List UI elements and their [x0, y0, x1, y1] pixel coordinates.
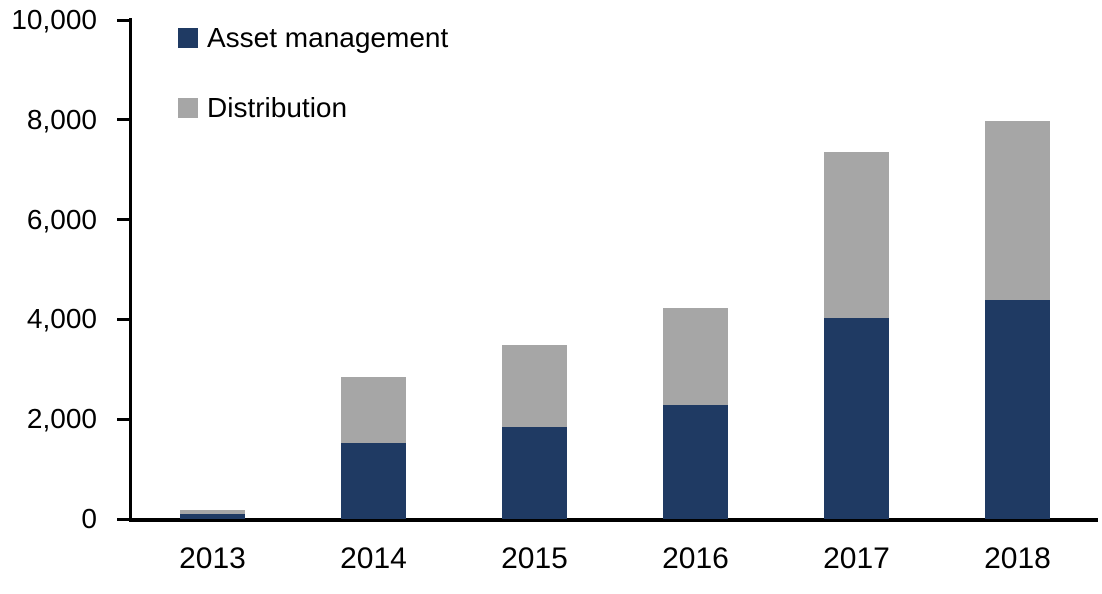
y-axis-tick [117, 417, 129, 421]
y-axis-line [129, 18, 132, 522]
bar-slot-2017 [776, 20, 937, 519]
bar-slot-2016 [615, 20, 776, 519]
y-axis-tick-label: 6,000 [26, 203, 97, 235]
bar-segment-asset-management [663, 404, 728, 519]
plot-area [132, 20, 1098, 519]
stacked-bar-2016 [663, 308, 728, 519]
bar-segment-distribution [824, 151, 889, 318]
chart-legend: Asset management Distribution [178, 23, 448, 123]
x-axis-label-2016: 2016 [662, 542, 729, 575]
legend-label: Distribution [207, 92, 348, 123]
legend-label: Asset management [207, 22, 449, 53]
bar-segment-distribution [663, 308, 728, 405]
stacked-bar-2018 [985, 120, 1050, 519]
bar-segment-asset-management [985, 299, 1050, 519]
y-axis-tick-label: 0 [81, 503, 97, 534]
bar-segment-asset-management [502, 426, 567, 519]
stacked-bar-2017 [824, 151, 889, 519]
y-axis-tick [117, 18, 129, 22]
legend-swatch-icon [178, 98, 198, 118]
bar-slot-2015 [454, 20, 615, 519]
stacked-bar-2013 [180, 509, 245, 519]
bar-segment-asset-management [341, 442, 406, 519]
bar-slot-2013 [132, 20, 293, 519]
x-axis-labels: 2013 2014 2015 2016 2017 2018 [132, 542, 1098, 576]
bar-slot-2018 [937, 20, 1098, 519]
bar-segment-distribution [341, 376, 406, 443]
x-axis-label-2014: 2014 [340, 542, 407, 575]
bar-segment-asset-management [824, 317, 889, 519]
bar-slot-2014 [293, 20, 454, 519]
x-axis-label-2018: 2018 [984, 542, 1051, 575]
stacked-bar-2014 [341, 376, 406, 519]
bar-segment-distribution [180, 509, 245, 514]
y-axis-tick-label: 2,000 [26, 403, 97, 435]
y-axis-tick [117, 118, 129, 122]
legend-item-distribution: Distribution [178, 93, 448, 123]
bar-segment-distribution [502, 344, 567, 427]
x-axis-label-2017: 2017 [823, 542, 890, 575]
bar-segment-distribution [985, 120, 1050, 300]
legend-item-asset-management: Asset management [178, 23, 448, 53]
y-axis-tick [117, 218, 129, 222]
y-axis-tick-label: 10,000 [11, 4, 97, 35]
x-axis-label-2013: 2013 [179, 542, 246, 575]
y-axis-tick-label: 8,000 [26, 103, 97, 135]
y-axis-tick [117, 517, 129, 521]
x-axis-label-2015: 2015 [501, 542, 568, 575]
legend-swatch-icon [178, 28, 198, 48]
y-axis-tick-label: 4,000 [26, 303, 97, 335]
x-axis-line [129, 518, 1098, 522]
bar-segment-asset-management [180, 514, 245, 519]
y-axis-tick [117, 317, 129, 321]
stacked-bar-2015 [502, 344, 567, 519]
